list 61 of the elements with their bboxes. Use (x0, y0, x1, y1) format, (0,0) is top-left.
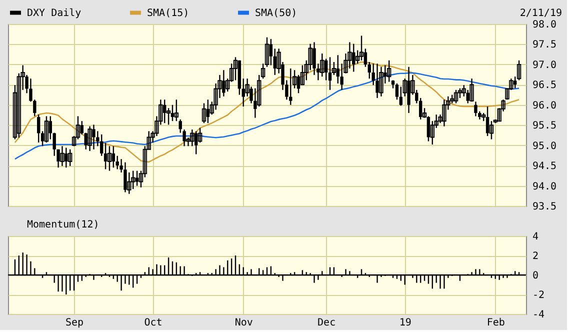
candlestick (454, 89, 458, 104)
candlestick (107, 146, 112, 172)
candlestick (386, 60, 392, 82)
text: 2/11/19 (520, 8, 562, 19)
candlestick (296, 74, 300, 94)
y-tick-label: 97.5 (532, 40, 557, 51)
x-tick-label: Dec (318, 318, 336, 328)
candlestick (206, 99, 210, 124)
candlestick (395, 82, 399, 100)
y-tick-label: 97.0 (532, 60, 557, 71)
x-tick-label: Sep (66, 318, 84, 328)
candlestick (88, 126, 92, 152)
y-tick-label: 4 (532, 232, 539, 242)
y-tick-label: 96.0 (532, 100, 557, 112)
candlestick (418, 97, 422, 120)
candlestick (289, 68, 292, 106)
candlestick (174, 99, 179, 122)
candlestick (269, 38, 273, 66)
x-tick-label: Nov (234, 318, 253, 328)
candlestick (44, 116, 49, 144)
candlestick (442, 99, 446, 127)
candlestick (104, 142, 108, 170)
y-tick-label: 2 (532, 251, 539, 262)
y-tick-label: 96.5 (532, 80, 557, 92)
candlestick (116, 155, 119, 170)
candlestick (100, 134, 104, 156)
candlestick (68, 148, 72, 167)
legend-label: SMA(50) (255, 8, 298, 19)
candlestick (60, 146, 64, 167)
candlestick (474, 101, 478, 117)
y-tick-label: 0 (532, 270, 539, 282)
candlestick (348, 42, 352, 70)
candlestick (426, 116, 430, 142)
legend-label: DXY Daily (27, 8, 82, 19)
legend-label: SMA(15) (147, 8, 190, 19)
y-tick-label: 94.0 (532, 181, 557, 192)
x-tick-label: Feb (486, 318, 505, 328)
candlestick (170, 104, 174, 122)
candlestick (470, 78, 474, 102)
candlestick (80, 120, 84, 136)
y-tick-label: 94.5 (532, 161, 557, 172)
candlestick (486, 106, 490, 137)
candlestick (112, 146, 116, 168)
candlestick (328, 56, 332, 91)
text: Momentum(12) (27, 220, 100, 230)
y-tick-label: 95.5 (532, 120, 557, 132)
y-tick-label: 93.5 (532, 202, 557, 212)
x-tick-label: Oct (144, 318, 162, 328)
candlestick (202, 102, 206, 124)
x-tick-label: 19 (399, 318, 412, 328)
candlestick (379, 66, 384, 97)
y-tick-label: 98.0 (532, 20, 557, 30)
candlestick (320, 52, 324, 78)
candlestick (131, 170, 136, 190)
y-tick-label: -4 (532, 310, 545, 320)
y-tick-label: -2 (532, 290, 545, 301)
candlestick (324, 58, 328, 81)
candlestick (364, 48, 368, 68)
candlestick (36, 114, 40, 144)
y-tick-label: 95.0 (532, 140, 557, 152)
candlestick (135, 170, 139, 186)
